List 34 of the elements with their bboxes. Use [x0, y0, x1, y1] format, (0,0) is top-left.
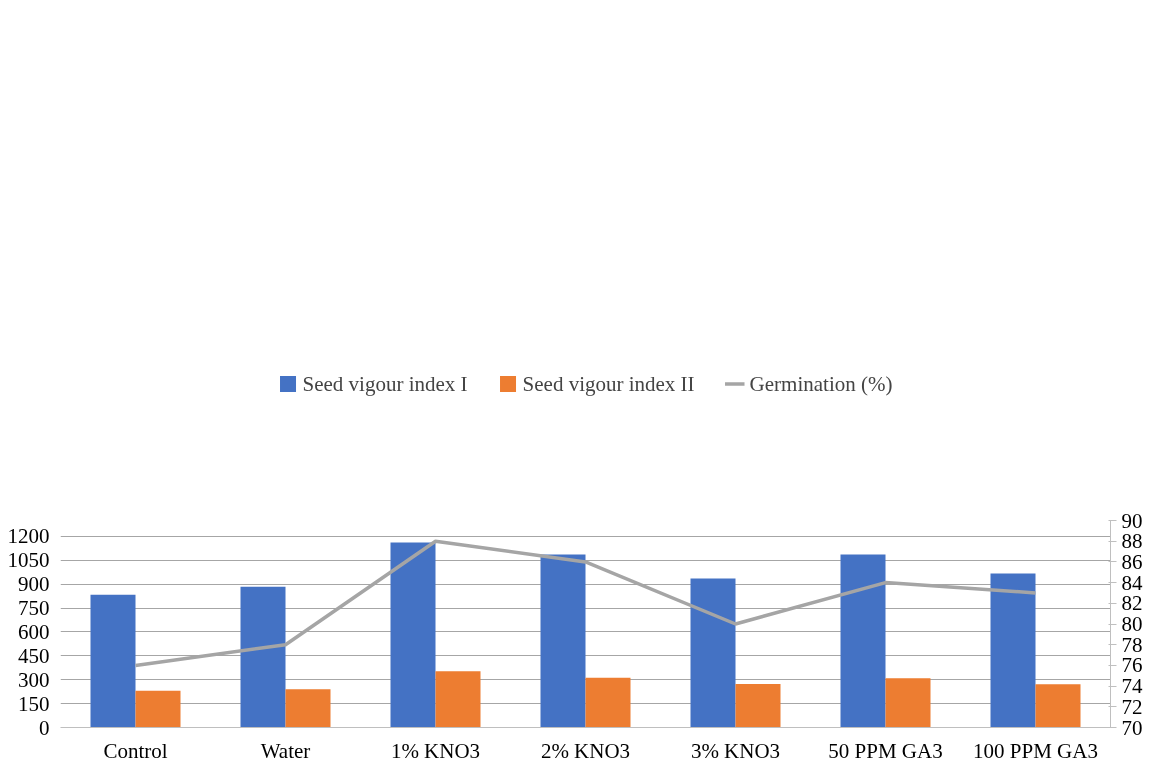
x-tick-label: 2% KNO3: [540, 738, 631, 763]
bar: [1035, 684, 1081, 728]
y-tick-label: 1200: [7, 524, 50, 549]
y-tick-label: 600: [18, 619, 50, 644]
x-tick-label: 1% KNO3: [390, 738, 481, 763]
bar: [885, 678, 931, 728]
y-tick-label: 750: [18, 596, 50, 621]
y-tick-label: 1050: [7, 548, 50, 573]
line-series: [133, 539, 1038, 668]
x-tick-label: Control: [103, 738, 168, 763]
bar: [135, 690, 181, 728]
x-tick-label: 100 PPM GA3: [973, 738, 1098, 763]
y-tick-label: 900: [18, 572, 50, 597]
bar: [840, 554, 886, 728]
bar: [585, 677, 631, 728]
legend-label: Germination (%): [749, 371, 893, 397]
bar: [435, 671, 481, 728]
bar: [735, 684, 781, 728]
y-tick-label: 300: [18, 667, 50, 692]
bar: [240, 586, 286, 728]
legend-label: Seed vigour index II: [522, 371, 695, 397]
bar: [690, 578, 736, 728]
y-tick-label: 150: [18, 691, 50, 716]
y-tick-label: 0: [39, 715, 50, 740]
bar: [285, 689, 331, 728]
bar: [90, 594, 136, 728]
x-tick-label: Water: [260, 738, 311, 763]
bar: [990, 573, 1036, 728]
bar: [390, 542, 436, 728]
bar: [540, 554, 586, 728]
x-tick-label: 50 PPM GA3: [828, 738, 943, 763]
x-tick-label: 3% KNO3: [690, 738, 781, 763]
y-tick-label: 450: [18, 643, 50, 668]
legend-label: Seed vigour index I: [302, 371, 468, 397]
